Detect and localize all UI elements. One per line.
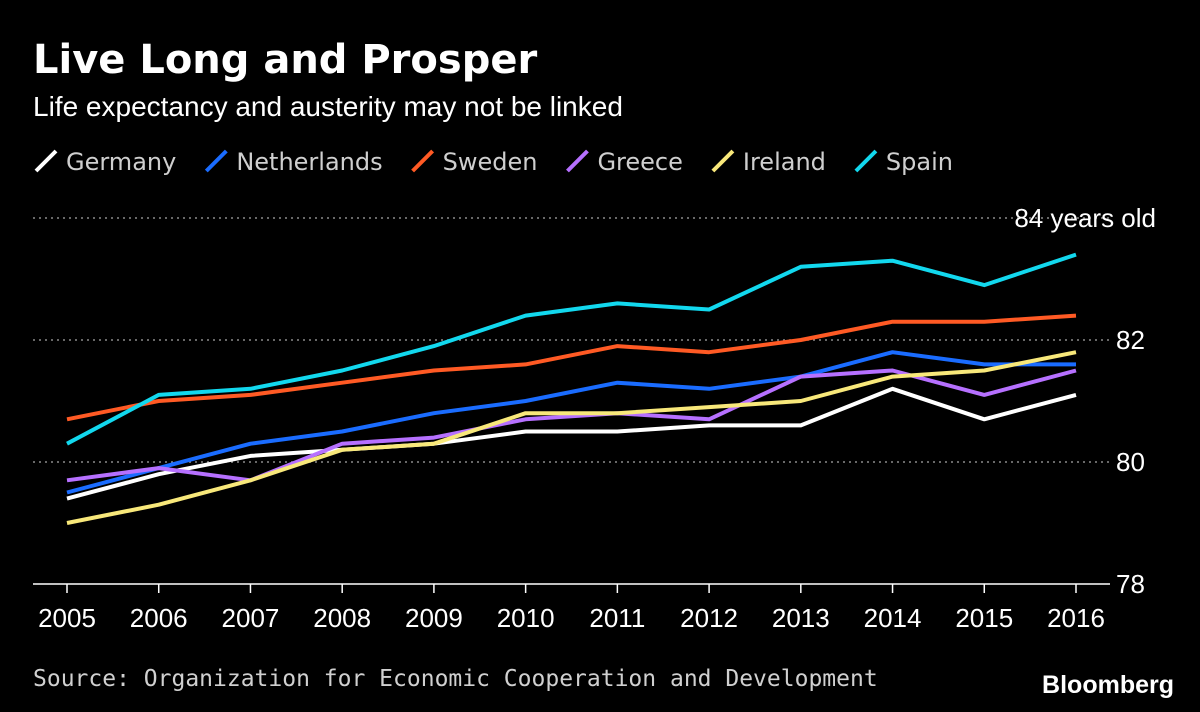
- legend-swatch-germany: [34, 149, 58, 173]
- brand-logo: Bloomberg: [1042, 671, 1174, 699]
- y-tick-label-80: 80: [1116, 447, 1145, 477]
- y-tick-label-84: 84 years old: [1014, 203, 1156, 233]
- x-tick-label-2016: 2016: [1047, 603, 1105, 633]
- legend: Germany Netherlands Sweden Greece Ireland Spa…: [34, 148, 953, 176]
- x-tick-label-2014: 2014: [864, 603, 922, 633]
- legend-label-netherlands: Netherlands: [236, 148, 382, 176]
- legend-label-spain: Spain: [886, 148, 953, 176]
- series-line-germany: [66, 386, 1077, 501]
- chart-title: Live Long and Prosper: [33, 37, 537, 83]
- x-tick-label-2009: 2009: [405, 603, 463, 633]
- series-lines: [66, 252, 1077, 525]
- legend-label-ireland: Ireland: [743, 148, 826, 176]
- source-note: Source: Organization for Economic Cooper…: [33, 666, 878, 692]
- series-line-sweden: [66, 313, 1077, 422]
- gridlines: 78 80 82 84 years old: [33, 203, 1156, 599]
- series-line-ireland: [66, 350, 1077, 525]
- x-tick-label-2007: 2007: [222, 603, 280, 633]
- legend-label-sweden: Sweden: [443, 148, 538, 176]
- x-tick-label-2011: 2011: [589, 603, 645, 633]
- x-tick-label-2008: 2008: [313, 603, 371, 633]
- x-tick-label-2006: 2006: [130, 603, 188, 633]
- chart-subtitle: Life expectancy and austerity may not be…: [33, 91, 623, 122]
- legend-swatch-ireland: [711, 149, 735, 173]
- legend-swatch-greece: [566, 149, 589, 173]
- x-tick-label-2015: 2015: [955, 603, 1013, 633]
- series-line-spain: [66, 252, 1077, 446]
- legend-swatch-spain: [854, 149, 878, 173]
- legend-label-germany: Germany: [66, 148, 176, 176]
- legend-label-greece: Greece: [597, 148, 682, 176]
- x-axis: 2005 2006 2007 2008 2009 2010 2011 2012 2013 2014…: [33, 583, 1110, 633]
- legend-swatch-netherlands: [204, 149, 228, 173]
- x-tick-label-2005: 2005: [38, 603, 96, 633]
- legend-swatch-sweden: [411, 149, 435, 173]
- y-tick-label-82: 82: [1116, 325, 1145, 355]
- x-tick-label-2010: 2010: [497, 603, 555, 633]
- x-tick-label-2012: 2012: [680, 603, 738, 633]
- y-tick-label-78: 78: [1116, 569, 1145, 599]
- series-line-netherlands: [66, 350, 1076, 495]
- x-tick-label-2013: 2013: [772, 603, 830, 633]
